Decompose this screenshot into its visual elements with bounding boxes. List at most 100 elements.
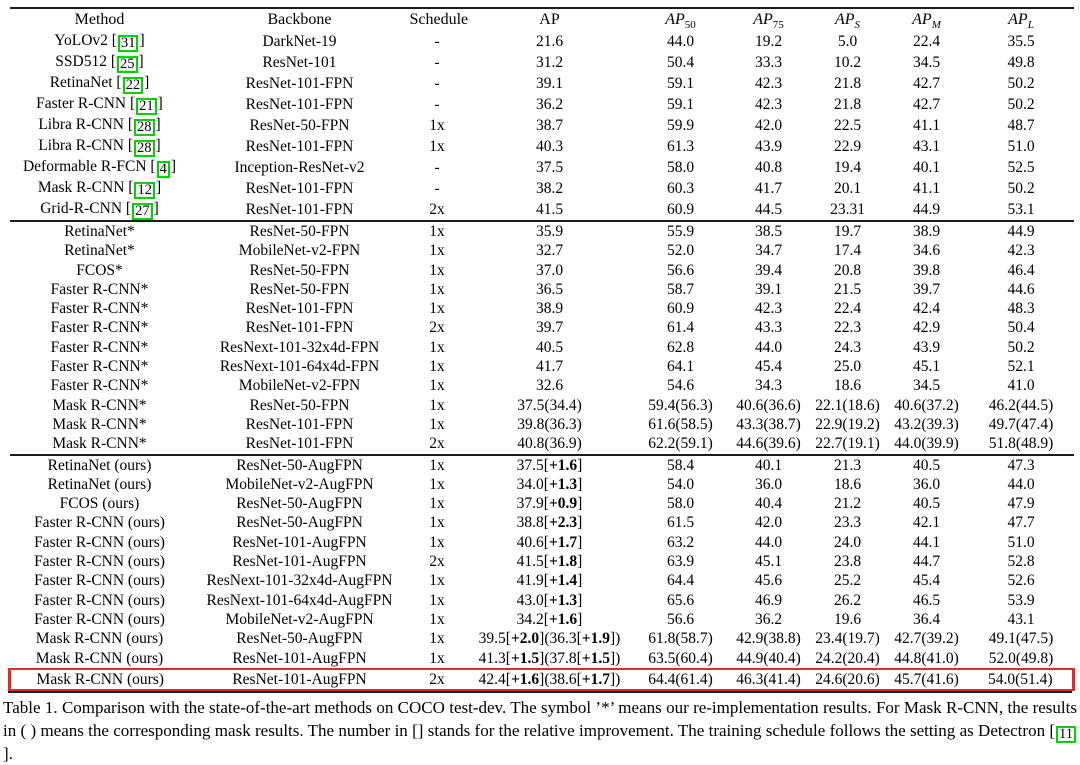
cell-aps: 21.8: [833, 74, 862, 92]
citation-link[interactable]: 12: [134, 182, 155, 199]
table-row: YoLOv2 [31] DarkNet-19 - 21.6 44.0 19.2 5.0 22.…: [10, 31, 1074, 52]
table-row: Faster R-CNN* ResNext-101-32x4d-FPN 1x 40.5…: [10, 338, 1074, 357]
cell-backbone: ResNet-101-AugFPN: [189, 667, 410, 692]
header-row: Method Backbone Schedule AP AP50 AP75 APS APM AP…: [10, 8, 1074, 31]
cell-ap75: 44.0: [754, 533, 783, 551]
improvement-value: +2.0: [510, 630, 540, 648]
cell-ap: 34.2[+1.6]: [516, 610, 583, 628]
cell-ap75: 40.8: [754, 158, 783, 176]
citation-link[interactable]: 28: [134, 119, 155, 136]
cell-ap75: 33.3: [754, 53, 783, 71]
col-header-schedule: Schedule: [409, 11, 469, 28]
cell-ap50: 59.4(56.3): [648, 396, 713, 414]
cell-apm: 22.4: [912, 32, 941, 50]
cell-apl: 53.1: [1007, 200, 1035, 218]
cell-schedule: 2x: [429, 200, 445, 218]
cell-ap50: 56.6: [666, 261, 695, 279]
citation-link[interactable]: 25: [117, 56, 138, 73]
cell-schedule: -: [434, 32, 440, 50]
col-header-apm: APM: [912, 11, 941, 32]
cell-aps: 10.2: [833, 53, 862, 71]
cell-schedule: -: [434, 179, 440, 197]
cell-ap75: 42.3: [754, 74, 783, 92]
cell-backbone: ResNet-50-FPN: [249, 280, 350, 298]
citation-link[interactable]: 27: [132, 203, 153, 220]
cell-method: Faster R-CNN (ours): [34, 572, 165, 590]
table-row: Faster R-CNN* ResNet-101-FPN 1x 38.9 60.9 42.…: [10, 299, 1074, 318]
citation-link[interactable]: 11: [1056, 725, 1076, 743]
cell-ap: 41.5[+1.8]: [516, 553, 583, 571]
cell-aps: 21.2: [833, 495, 862, 513]
results-table: Method Backbone Schedule AP AP50 AP75 APS APM AP…: [8, 7, 1075, 692]
citation-link[interactable]: 22: [122, 77, 144, 94]
table-row: RetinaNet* MobileNet-v2-FPN 1x 32.7 52.0 34.7…: [10, 241, 1074, 260]
cell-ap50: 65.6: [666, 591, 695, 609]
cell-ap75: 41.7: [754, 179, 783, 197]
cell-ap: 42.4[+1.6](38.6[+1.7]): [464, 667, 635, 692]
cell-schedule: 2x: [429, 553, 445, 571]
cell-backbone: MobileNet-v2-AugFPN: [225, 610, 374, 628]
cell-ap: 39.7: [535, 319, 564, 337]
cell-schedule: 1x: [409, 219, 465, 242]
cell-ap50: 60.9: [666, 300, 695, 318]
cell-aps: 25.2: [833, 572, 862, 590]
cell-ap50: 52.0: [666, 242, 695, 260]
cell-schedule: 1x: [429, 396, 445, 414]
cell-backbone: DarkNet-19: [262, 32, 337, 50]
cell-apl: 42.3: [1007, 242, 1035, 260]
cell-backbone: ResNet-50-FPN: [189, 219, 410, 242]
citation-link[interactable]: 21: [136, 98, 157, 115]
cell-ap75: 42.3: [754, 95, 783, 113]
cell-aps: 22.9(19.2): [815, 415, 880, 433]
cell-ap50: 60.9: [666, 200, 695, 218]
table-row: Mask R-CNN (ours) ResNet-101-AugFPN 1x 41.3…: [10, 649, 1074, 669]
cell-backbone: ResNet-101-FPN: [245, 137, 354, 155]
cell-method: RetinaNet [22]: [49, 74, 150, 94]
cell-apm: 38.9: [884, 219, 969, 242]
cell-ap: 43.0[+1.3]: [516, 591, 583, 609]
table-row: Mask R-CNN (ours) ResNet-50-AugFPN 1x 39.5[…: [10, 629, 1074, 648]
cell-aps: 23.3: [833, 514, 862, 532]
cell-apl: 52.1: [1007, 358, 1035, 376]
cell-backbone: ResNet-101-AugFPN: [232, 533, 367, 551]
cell-apl: 50.4: [1007, 319, 1035, 337]
cell-apm: 40.6(37.2): [894, 396, 959, 414]
cell-schedule: 1x: [409, 453, 465, 475]
citation-link[interactable]: 28: [134, 140, 155, 157]
cell-ap50: 58.0: [666, 495, 695, 513]
cell-backbone: MobileNet-v2-FPN: [238, 242, 361, 260]
cell-aps: 19.4: [833, 158, 862, 176]
improvement-value: +1.6: [548, 610, 578, 628]
improvement-value: +1.7: [548, 533, 578, 551]
citation-link[interactable]: 31: [117, 35, 139, 52]
cell-apl: 53.9: [1007, 591, 1035, 609]
cell-backbone: ResNet-101-AugFPN: [232, 553, 367, 571]
cell-ap: 38.9: [535, 300, 564, 318]
cell-ap75: 44.6(39.6): [736, 435, 801, 453]
cell-ap: 40.8(36.9): [517, 435, 582, 453]
table-row: FCOS (ours) ResNet-50-AugFPN 1x 37.9[+0.9] 5…: [10, 494, 1074, 513]
cell-ap75: 38.5: [726, 219, 811, 242]
cell-method: Grid-R-CNN [27]: [40, 200, 159, 220]
cell-ap: 36.2: [535, 95, 564, 113]
table-row: Faster R-CNN* ResNet-50-FPN 1x 36.5 58.7 39.1…: [10, 280, 1074, 299]
table-row: Faster R-CNN* MobileNet-v2-FPN 1x 32.6 54.6 3…: [10, 376, 1074, 395]
citation-link[interactable]: 4: [156, 161, 170, 178]
cell-apm: 39.7: [912, 280, 941, 298]
cell-backbone: MobileNet-v2-AugFPN: [225, 475, 374, 493]
cell-ap50: 61.5: [666, 514, 695, 532]
cell-aps: 21.8: [833, 95, 862, 113]
cell-apm: 36.0: [912, 475, 941, 493]
cell-method: SSD512 [25]: [55, 53, 144, 73]
cell-method: Mask R-CNN*: [52, 396, 147, 414]
cell-backbone: ResNet-50-FPN: [249, 261, 350, 279]
cell-ap75: 40.1: [726, 453, 811, 475]
cell-method: Mask R-CNN (ours): [35, 649, 164, 667]
cell-apm: 42.1: [912, 514, 941, 532]
table-header: Method Backbone Schedule AP AP50 AP75 APS APM AP…: [10, 8, 1074, 31]
cell-ap: 37.5(34.4): [517, 396, 582, 414]
cell-apm: 40.5: [884, 453, 969, 475]
table-row: Faster R-CNN (ours) MobileNet-v2-AugFPN 1x…: [10, 610, 1074, 629]
cell-ap50: 64.4(61.4): [634, 667, 727, 692]
cell-apm: 36.4: [912, 610, 941, 628]
